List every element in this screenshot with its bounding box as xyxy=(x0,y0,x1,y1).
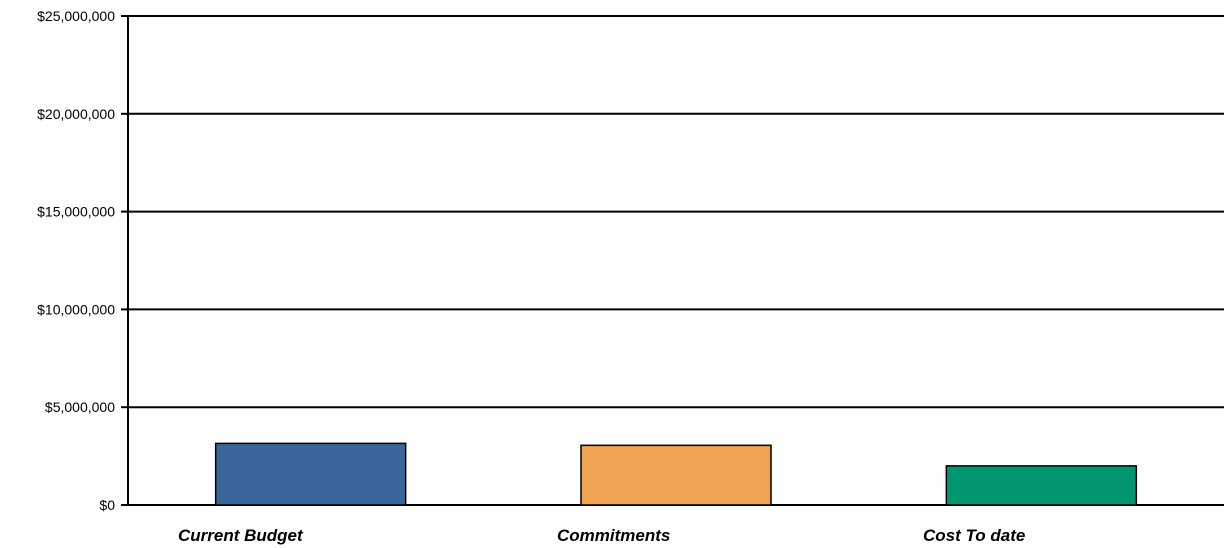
bar-cost-to-date xyxy=(945,465,1138,506)
x-category-label: Commitments xyxy=(557,526,670,545)
y-axis-ticks: $0 $5,000,000 $10,000,000 $15,000,000 $20,00… xyxy=(37,8,128,513)
y-tick-label: $15,000,000 xyxy=(37,204,115,220)
bar-commitments xyxy=(580,444,772,506)
bars xyxy=(214,442,1138,506)
bar-current-budget xyxy=(214,442,407,506)
y-tick-label: $25,000,000 xyxy=(37,8,115,24)
x-category-label: Current Budget xyxy=(178,526,304,545)
y-tick-label: $5,000,000 xyxy=(45,399,115,415)
x-category-label: Cost To date xyxy=(923,526,1025,545)
x-axis-labels: Current Budget Commitments Cost To date xyxy=(178,526,1025,545)
gridlines xyxy=(128,15,1224,506)
y-tick-label: $20,000,000 xyxy=(37,106,115,122)
y-tick-label: $10,000,000 xyxy=(37,301,115,317)
y-tick-label: $0 xyxy=(99,497,115,513)
